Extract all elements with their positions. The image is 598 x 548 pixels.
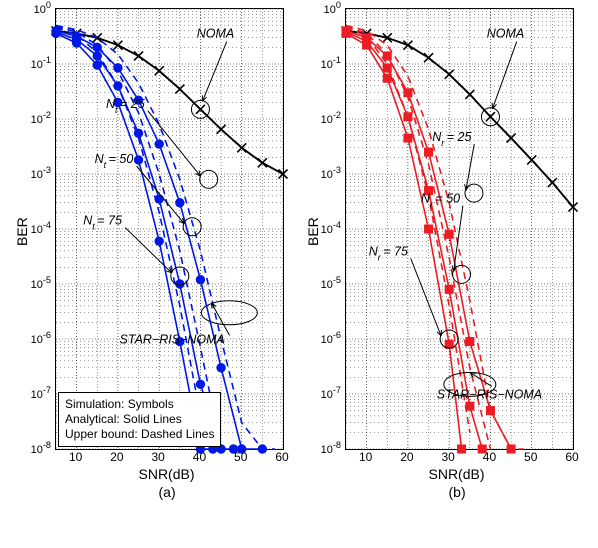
legend-line-2: Upper bound: Dashed Lines [65,427,214,442]
ylabel-b: BER [305,217,321,246]
plot-area-b: NOMA Nr = 25 Nr = 50 Nr = 75 STAR−RIS−NOMA [345,8,574,450]
svg-text:Nr = 50: Nr = 50 [421,192,460,210]
svg-text:Nr = 25: Nr = 25 [432,130,471,148]
svg-text:NOMA: NOMA [197,27,235,41]
sublabel-b: (b) [449,484,466,500]
plot-area-a: NOMANt = 25Nt = 50Nt = 75STAR−RIS−NOMA [55,8,284,450]
legend-line-0: Simulation: Symbols [65,397,214,412]
svg-text:STAR−RIS−NOMA: STAR−RIS−NOMA [120,332,225,346]
svg-text:Nt = 50: Nt = 50 [95,152,134,170]
ylabel-a: BER [14,217,30,246]
svg-text:NOMA: NOMA [487,27,525,41]
svg-text:Nr = 75: Nr = 75 [369,244,408,262]
plot-svg-b: NOMA Nr = 25 Nr = 50 Nr = 75 STAR−RIS−NOMA [346,9,573,449]
yticks-a: 10-810-710-610-510-410-310-210-1100 [5,8,55,448]
legend-line-1: Analytical: Solid Lines [65,412,214,427]
legend-box: Simulation: Symbols Analytical: Solid Li… [58,392,221,447]
sublabel-a: (a) [159,484,176,500]
xlabel-b: SNR(dB) [429,466,485,482]
xlabel-a: SNR(dB) [139,466,195,482]
svg-text:STAR−RIS−NOMA: STAR−RIS−NOMA [437,387,542,401]
plot-svg-a: NOMANt = 25Nt = 50Nt = 75STAR−RIS−NOMA [56,9,283,449]
figure-root: 10-810-710-610-510-410-310-210-1100 BER … [0,0,598,548]
